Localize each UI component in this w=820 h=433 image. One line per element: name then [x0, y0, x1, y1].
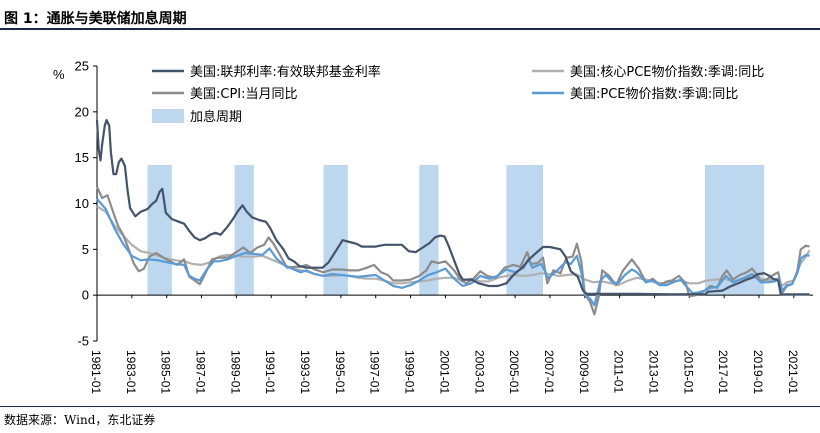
x-tick-label: 2005-01 — [507, 350, 521, 394]
legend-fed-funds-rate-label: 美国:联邦利率:有效联邦基金利率 — [190, 64, 381, 80]
x-tick-label: 2015-01 — [681, 350, 695, 394]
hike-band-2 — [234, 165, 254, 296]
y-tick-label: 10 — [75, 196, 89, 211]
y-tick-label: 25 — [75, 59, 89, 74]
x-tick-label: 2003-01 — [472, 350, 486, 394]
x-tick-label: 2001-01 — [437, 350, 451, 394]
fed-funds-rate-line — [95, 119, 810, 296]
x-tick-label: 1983-01 — [124, 350, 138, 394]
y-tick-label: 5 — [82, 242, 89, 257]
source-divider — [0, 406, 820, 407]
x-tick-label: 2013-01 — [647, 350, 661, 394]
x-tick-label: 2011-01 — [612, 350, 626, 393]
legend: 美国:联邦利率:有效联邦基金利率 美国:核心PCE物价指数:季调:同比美国:CPI… — [152, 64, 764, 125]
y-tick-label: -5 — [77, 334, 89, 349]
x-tick-label: 1991-01 — [263, 350, 277, 394]
x-tick-label: 2019-01 — [751, 350, 765, 394]
x-tick-label: 2009-01 — [577, 350, 591, 394]
figure-title: 图 1：通胀与美联储加息周期 — [4, 11, 187, 27]
y-tick-label: 15 — [75, 150, 89, 165]
y-axis-label: % — [53, 67, 65, 82]
x-tick-label: 1989-01 — [228, 350, 242, 394]
y-tick-label: 20 — [75, 104, 89, 119]
cpi-line — [96, 186, 810, 316]
chart-canvas: -5 0 5 10 15 20 25% 1981-01 1983-01 1985-01 1987-0… — [53, 59, 813, 394]
x-tick-label: 2007-01 — [542, 350, 556, 394]
y-tick-label: 0 — [82, 288, 89, 303]
figure-source: 数据来源：Wind，东北证券 — [4, 413, 156, 427]
x-tick-label: 1993-01 — [298, 350, 312, 394]
pce-line — [96, 198, 810, 307]
x-tick-label: 1999-01 — [403, 350, 417, 394]
x-tick-label: 1985-01 — [159, 350, 173, 394]
x-tick-label: 2017-01 — [716, 350, 730, 394]
hike-band-1 — [147, 165, 172, 296]
x-tick-label: 2021-01 — [786, 350, 800, 394]
series-lines — [95, 119, 811, 316]
hike-band-6 — [705, 165, 765, 296]
x-tick-label: 1987-01 — [194, 350, 208, 394]
hike-period-bands — [147, 165, 765, 296]
title-divider — [0, 28, 820, 30]
legend-pce-label: 美国:PCE物价指数:季调:同比 — [570, 87, 738, 102]
legend-cpi-label: 美国:CPI:当月同比 — [190, 87, 298, 102]
legend-hike-period-label: 加息周期 — [190, 109, 242, 125]
legend-core-pce-label: 美国:核心PCE物价指数:季调:同比 — [570, 65, 764, 80]
axes: -5 0 5 10 15 20 25% 1981-01 1983-01 1985-01 1987-0… — [53, 59, 813, 394]
x-tick-label: 1981-01 — [89, 350, 103, 394]
x-tick-label: 1997-01 — [368, 350, 382, 394]
x-tick-label: 1995-01 — [333, 350, 347, 394]
legend-hike-period-swatch — [152, 109, 184, 123]
